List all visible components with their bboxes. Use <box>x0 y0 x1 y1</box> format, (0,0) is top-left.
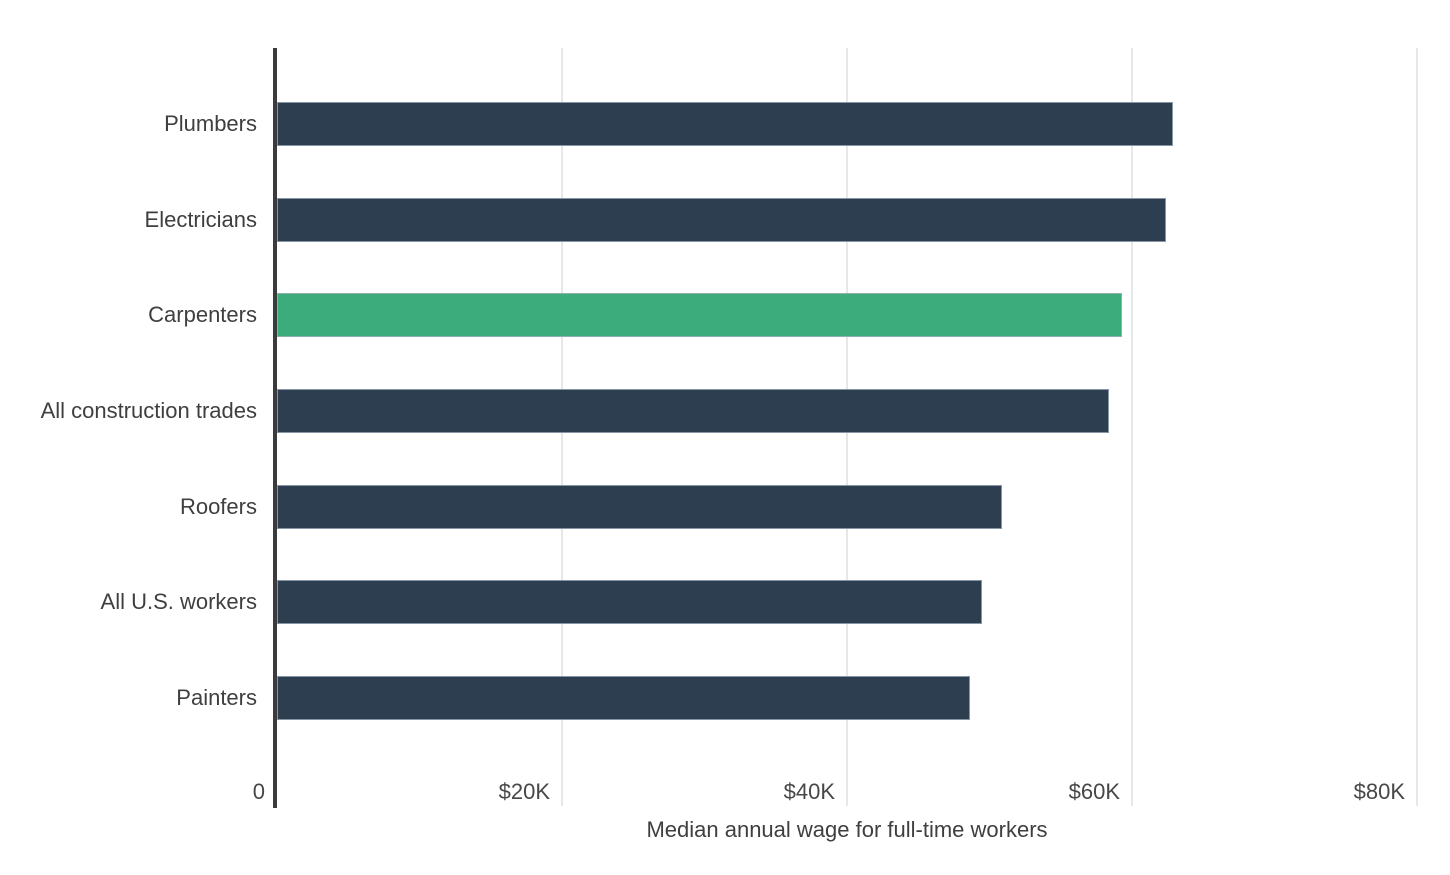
bar-painters[interactable] <box>277 676 970 720</box>
x-axis-title: Median annual wage for full-time workers <box>646 817 1048 842</box>
bar-electricians[interactable] <box>277 197 1167 242</box>
x-tick-label-80k: $80K <box>1353 779 1405 804</box>
x-tick-label-20k: $20K <box>498 779 550 804</box>
bar-roofers[interactable] <box>277 484 1003 529</box>
category-label-all-construction-trades: All construction trades <box>40 398 257 423</box>
bar-carpenters[interactable] <box>277 293 1123 338</box>
category-label-painters: Painters <box>176 685 257 710</box>
category-label-roofers: Roofers <box>179 493 257 519</box>
x-tick-label-0: 0 <box>252 779 265 804</box>
x-tick-label-60k: $60K <box>1068 779 1120 804</box>
bar-plumbers[interactable] <box>277 102 1174 146</box>
y-axis-zero-line <box>273 48 277 808</box>
bar-all-construction-trades[interactable] <box>277 389 1110 433</box>
category-label-carpenters: Carpenters <box>148 302 257 328</box>
category-label-plumbers: Plumbers <box>164 111 257 136</box>
category-label-electricians: Electricians <box>144 206 257 232</box>
gridline-80k <box>1416 48 1418 806</box>
bar-all-u-s-workers[interactable] <box>277 580 983 625</box>
x-tick-label-40k: $40K <box>783 779 835 804</box>
gridline-60k <box>1131 48 1133 806</box>
category-label-all-u-s-workers: All U.S. workers <box>100 589 257 615</box>
